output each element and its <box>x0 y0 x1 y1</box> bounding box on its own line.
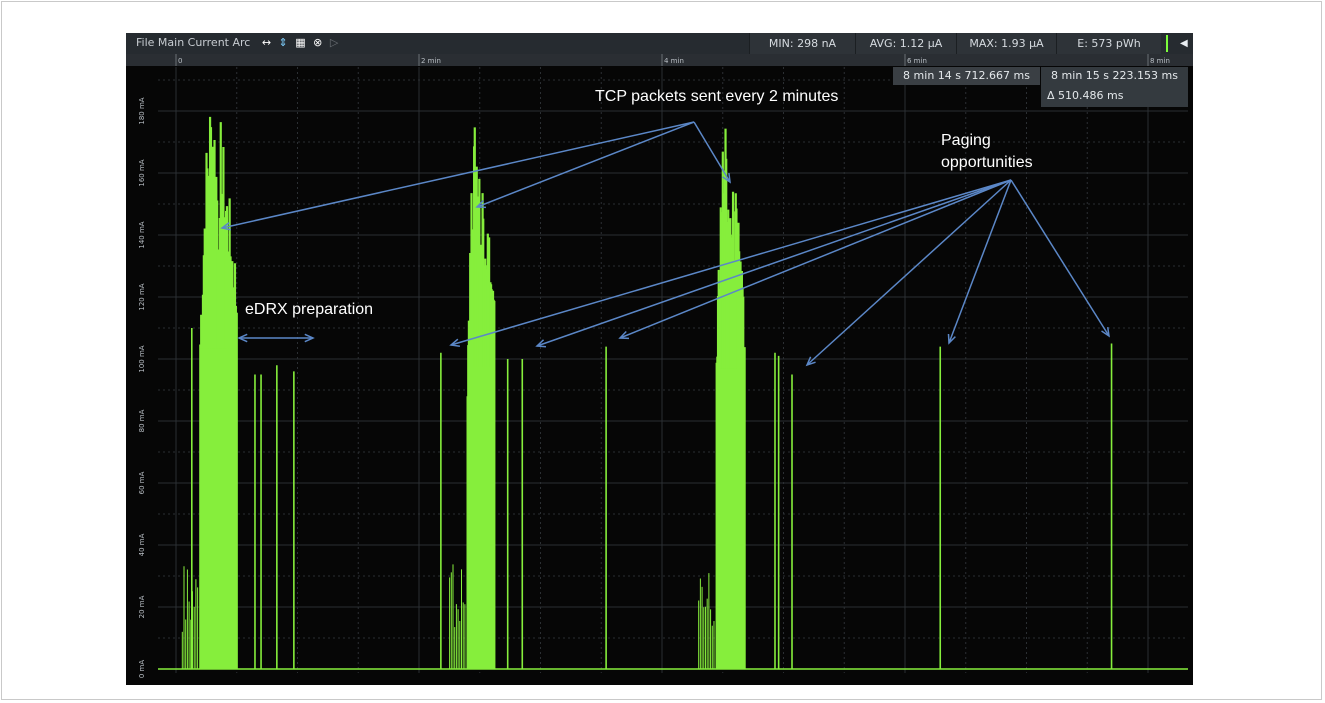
y-axis-ticks: 0 mA 20 mA 40 mA 60 mA 80 mA 100 mA 120 mA 140 … <box>138 97 146 678</box>
paging-annotation-line2: opportunities <box>941 154 1033 171</box>
paging-arrow-2 <box>536 179 1012 347</box>
x-tick-label: 4 min <box>664 57 684 65</box>
arrow-head <box>449 338 461 347</box>
y-tick-label: 80 mA <box>138 409 146 432</box>
burst-fill <box>200 348 237 669</box>
cursor-delta: Δ 510.486 ms <box>1047 89 1124 102</box>
arrow-head <box>1101 326 1110 338</box>
paging-annotation-line1: Paging <box>941 132 991 149</box>
annotation-arrows <box>220 121 1110 367</box>
arrows-horizontal-icon[interactable]: ↔ <box>261 36 274 49</box>
current-chart[interactable]: 0 2 min 4 min 6 min 8 min 0 mA 20 mA 40 mA 60 m… <box>126 33 1193 685</box>
cursor-b-readout: 8 min 15 s 223.153 ms Δ 510.486 ms <box>1041 67 1188 107</box>
power-profiler-panel: File Main Current Arc ↔ ⇕ ▦ ⊗ ▷ MIN: 298… <box>126 33 1193 685</box>
close-circle-icon[interactable]: ⊗ <box>313 36 325 49</box>
tcp-arrow-3 <box>693 121 731 183</box>
tcp-burst <box>449 127 496 669</box>
x-tick-label: 6 min <box>907 57 927 65</box>
grid <box>158 67 1188 673</box>
cursor-b-time: 8 min 15 s 223.153 ms <box>1051 69 1178 82</box>
y-tick-label: 180 mA <box>138 97 146 124</box>
x-axis-ticks: 0 2 min 4 min 6 min 8 min <box>175 54 1170 66</box>
paging-arrow-1 <box>450 179 1012 346</box>
y-tick-label: 20 mA <box>138 595 146 618</box>
current-trace <box>158 116 1188 670</box>
tcp-arrow-2 <box>476 121 695 208</box>
paging-arrow-5 <box>948 179 1012 344</box>
x-tick-label: 0 <box>178 57 182 65</box>
energy-stat: E: 573 pWh <box>1056 33 1161 54</box>
paging-arrow-4 <box>806 179 1012 366</box>
burst-fill <box>467 367 495 669</box>
x-tick-label: 8 min <box>1150 57 1170 65</box>
edrx-annotation: eDRX preparation <box>245 301 373 318</box>
burst-fill <box>716 368 745 669</box>
collapse-arrow-icon[interactable]: ◀ <box>1180 38 1188 49</box>
arrow-head <box>304 333 315 343</box>
annotation-labels: TCP packets sent every 2 minutes Paging … <box>245 88 1033 318</box>
y-tick-label: 100 mA <box>138 345 146 372</box>
time-ruler[interactable] <box>126 54 1193 66</box>
y-tick-label: 120 mA <box>138 283 146 310</box>
tcp-arrow-1 <box>221 121 695 229</box>
tcp-annotation: TCP packets sent every 2 minutes <box>595 88 838 105</box>
arrow-head <box>237 333 248 343</box>
arrow-head <box>475 200 487 209</box>
table-icon[interactable]: ▦ <box>295 36 308 49</box>
paging-arrow-3 <box>619 179 1012 339</box>
arrow-head <box>805 356 816 367</box>
cursor-a-readout: 8 min 14 s 712.667 ms <box>893 67 1040 85</box>
avg-stat: AVG: 1.12 µA <box>855 33 956 54</box>
menu-text[interactable]: File Main Current Arc <box>136 36 251 49</box>
toolbar-icons: ↔ ⇕ ▦ ⊗ ▷ <box>262 33 341 53</box>
arrow-head <box>618 330 630 340</box>
y-tick-label: 160 mA <box>138 159 146 186</box>
arrow-head <box>722 172 731 184</box>
tcp-burst <box>181 116 238 669</box>
play-step-icon[interactable]: ▷ <box>329 36 341 49</box>
y-tick-label: 0 mA <box>138 660 146 678</box>
arrow-head <box>220 222 231 231</box>
y-tick-label: 140 mA <box>138 221 146 248</box>
arrow-head <box>535 339 547 348</box>
arrow-head <box>947 333 956 345</box>
x-tick-label: 2 min <box>421 57 441 65</box>
y-tick-label: 60 mA <box>138 471 146 494</box>
accent-bar <box>1166 35 1168 52</box>
max-stat: MAX: 1.93 µA <box>956 33 1056 54</box>
min-stat: MIN: 298 nA <box>749 33 855 54</box>
toolbar: File Main Current Arc ↔ ⇕ ▦ ⊗ ▷ MIN: 298… <box>126 33 1193 54</box>
toolbar-left: File Main Current Arc ↔ ⇕ ▦ ⊗ ▷ <box>136 33 340 54</box>
paging-arrow-6 <box>1010 179 1110 337</box>
tcp-burst <box>698 128 746 669</box>
arrows-vertical-icon[interactable]: ⇕ <box>278 36 290 49</box>
y-tick-label: 40 mA <box>138 533 146 556</box>
